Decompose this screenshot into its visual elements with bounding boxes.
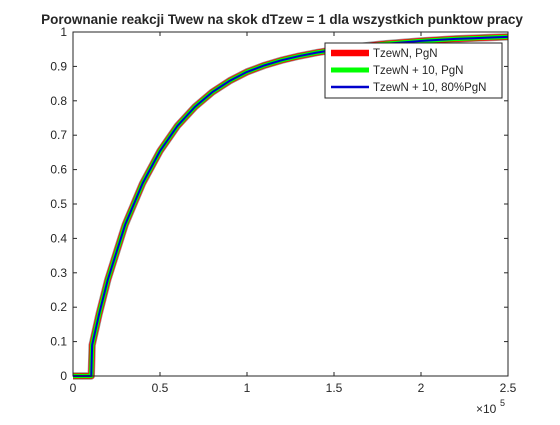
y-tick-label: 0.1 [50,335,67,349]
x-tick-label: 1 [244,381,251,395]
legend-label: TzewN + 10, PgN [373,65,463,77]
legend-label: TzewN + 10, 80%PgN [373,82,486,94]
y-tick-label: 0 [60,369,67,383]
y-tick-label: 0.8 [50,94,67,108]
x-tick-label: 0.5 [152,381,169,395]
y-tick-label: 0.4 [50,231,67,245]
x-tick-label: 1.5 [326,381,343,395]
legend: TzewN, PgN TzewN + 10, PgN TzewN + 10, 80%… [324,42,503,99]
y-tick-label: 0.6 [50,163,67,177]
x-axis-exponent: ×10 5 [476,398,505,416]
y-tick-label: 0.7 [50,128,67,142]
y-tick-label: 0.9 [50,59,67,73]
x-exponent-base: ×10 [476,402,497,416]
y-tick-label: 0.3 [50,266,67,280]
y-tick-label: 0.2 [50,300,67,314]
series-line [73,35,509,377]
x-tick-label: 0 [70,381,77,395]
x-tick-label: 2.5 [500,381,517,395]
chart-title: Porownanie reakcji Twew na skok dTzew = … [41,12,523,27]
x-tick-label: 2 [418,381,425,395]
x-exponent-power: 5 [500,398,505,408]
y-tick-label: 0.5 [50,197,67,211]
y-tick-label: 1 [60,25,67,39]
legend-label: TzewN, PgN [373,48,438,60]
